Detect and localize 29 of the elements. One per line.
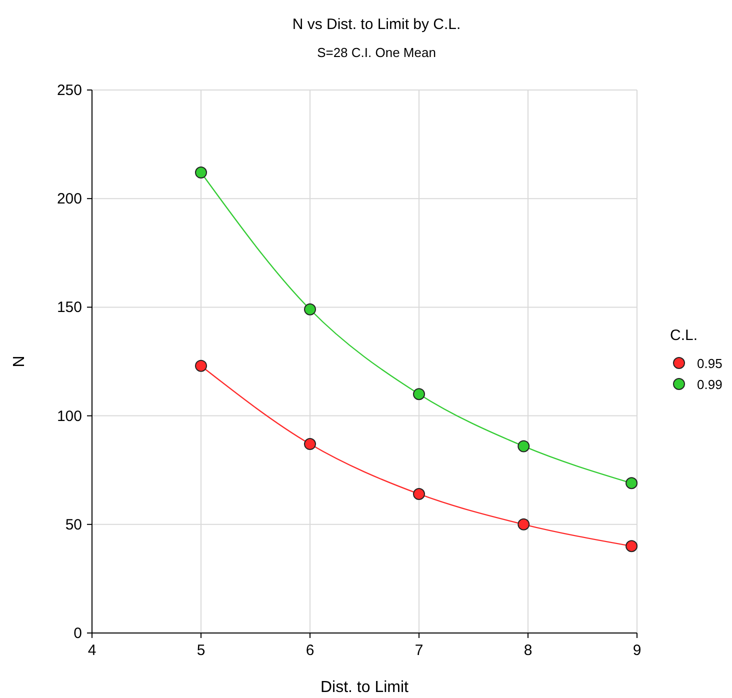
y-tick-label: 100	[56, 408, 82, 425]
x-tick-label: 8	[524, 642, 532, 659]
legend-title: C.L.	[670, 327, 698, 344]
point	[195, 360, 207, 372]
y-tick-label: 200	[56, 190, 82, 208]
point	[626, 540, 638, 552]
y-tick-label: 50	[65, 516, 82, 534]
legend-label: 0.99	[697, 377, 722, 392]
legend-label: 0.95	[697, 356, 722, 371]
point	[518, 518, 530, 530]
y-tick-label: 250	[56, 82, 82, 99]
y-tick-label: 150	[56, 299, 82, 316]
x-tick-label: 7	[414, 642, 424, 659]
point	[195, 166, 207, 179]
point	[626, 477, 638, 490]
chart-subtitle: S=28 C.I. One Mean	[317, 45, 436, 60]
y-tick-label: 0	[74, 625, 82, 642]
point	[518, 440, 530, 452]
point	[413, 488, 425, 500]
x-axis-title: Dist. to Limit	[320, 679, 410, 696]
point	[304, 438, 316, 450]
x-tick-label: 5	[196, 642, 206, 659]
x-tick-label: 6	[306, 642, 314, 659]
point	[413, 388, 425, 400]
chart-title: N vs Dist. to Limit by C.L.	[292, 16, 461, 33]
point	[304, 303, 316, 316]
x-tick-label: 4	[88, 642, 96, 659]
y-axis-title: N	[11, 356, 28, 368]
x-tick-label: 9	[632, 642, 642, 659]
